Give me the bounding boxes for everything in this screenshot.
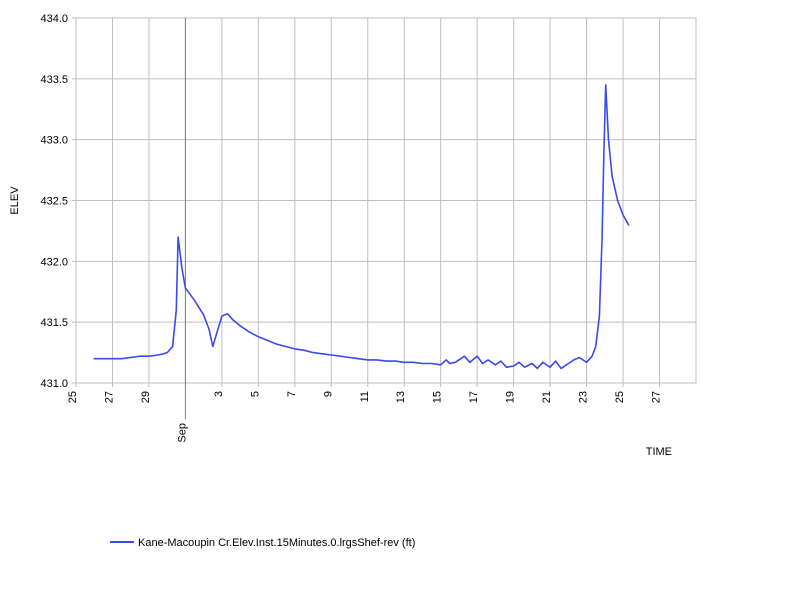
x-tick-label: 29 (140, 391, 152, 403)
month-label: Sep (176, 423, 188, 443)
x-tick-label: 27 (651, 391, 663, 403)
x-tick-label: 19 (505, 391, 517, 403)
x-tick-label: 25 (614, 391, 626, 403)
x-tick-label: 15 (432, 391, 444, 403)
y-tick-label: 432.5 (40, 196, 68, 208)
background (0, 0, 800, 600)
legend: Kane-Macoupin Cr.Elev.Inst.15Minutes.0.l… (110, 537, 415, 549)
y-tick-label: 433.5 (40, 74, 68, 86)
x-tick-label: 11 (359, 391, 371, 402)
x-tick-label: 13 (395, 391, 407, 403)
y-tick-label: 434.0 (40, 13, 68, 25)
y-axis-label: ELEV (9, 186, 21, 215)
chart-stage: 431.0 431.5 432.0 432.5 433.0 433.5 434.0 25 27 2… (0, 0, 800, 600)
legend-text: Kane-Macoupin Cr.Elev.Inst.15Minutes.0.l… (138, 537, 415, 549)
x-axis-label: TIME (646, 446, 672, 458)
x-tick-label: 9 (322, 391, 334, 397)
x-tick-label: 23 (578, 391, 590, 403)
x-tick-label: 7 (286, 391, 298, 397)
y-tick-label: 431.5 (40, 317, 68, 329)
y-tick-label: 432.0 (40, 256, 68, 268)
x-tick-label: 25 (67, 391, 79, 403)
y-tick-label: 433.0 (40, 135, 68, 147)
x-tick-label: 3 (213, 391, 225, 397)
y-tick-label: 431.0 (40, 378, 68, 390)
x-tick-label: 21 (541, 391, 553, 403)
x-tick-label: 27 (103, 391, 115, 403)
x-tick-label: 17 (468, 391, 480, 403)
chart-svg: 431.0 431.5 432.0 432.5 433.0 433.5 434.0 25 27 2… (0, 0, 800, 600)
x-tick-label: 5 (249, 391, 261, 397)
